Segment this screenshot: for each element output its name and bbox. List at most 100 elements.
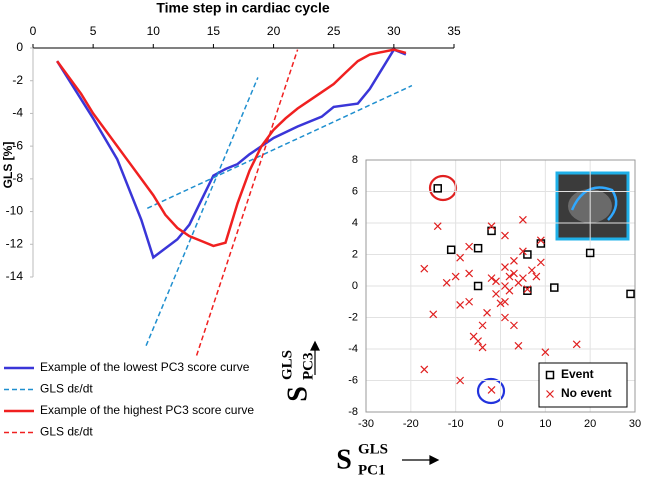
- highlight-circle: [476, 377, 506, 405]
- x-tick-label: 0: [497, 418, 503, 430]
- y-tick-label: -6: [12, 138, 23, 152]
- x-tick-label: -10: [448, 418, 464, 430]
- point: [505, 286, 514, 295]
- point: [518, 247, 527, 256]
- point: [473, 243, 483, 253]
- y-tick-label: -4: [12, 106, 23, 120]
- point: [456, 300, 465, 309]
- x-tick-label: -20: [403, 418, 419, 430]
- label-base: S: [282, 386, 313, 402]
- legend-box: [538, 362, 628, 408]
- x-tick-label: 20: [267, 24, 281, 38]
- point: [433, 222, 442, 231]
- y-tick-label: -8: [12, 171, 23, 185]
- y-tick-label: 8: [352, 154, 358, 166]
- point: [487, 226, 496, 236]
- point: [510, 256, 518, 265]
- y-axis-label: S GLS PC3: [279, 350, 316, 402]
- label-base: S: [336, 444, 352, 475]
- x-tick-label: 30: [629, 418, 641, 430]
- legend-label: No event: [561, 386, 612, 400]
- x-tick-label: 10: [147, 24, 161, 38]
- point: [505, 272, 514, 281]
- point: [420, 264, 429, 273]
- point: [465, 269, 474, 278]
- legend-swatch: [545, 370, 555, 380]
- line-series: [56, 48, 407, 260]
- point: [541, 348, 550, 357]
- point: [433, 184, 442, 193]
- point: [420, 365, 429, 374]
- y-tick-label: -12: [6, 236, 24, 250]
- point: [474, 337, 483, 346]
- y-tick-label: -8: [348, 406, 358, 418]
- label-sub: PC3: [300, 353, 316, 381]
- point: [536, 236, 545, 245]
- point: [456, 376, 465, 385]
- y-tick-label: 0: [16, 40, 23, 54]
- point: [492, 277, 500, 286]
- x-tick-label: -30: [358, 418, 374, 430]
- point: [514, 341, 523, 350]
- legend-swatch: [546, 390, 554, 398]
- y-tick-label: 2: [352, 248, 358, 260]
- point: [532, 272, 541, 281]
- point: [523, 285, 532, 294]
- y-tick-label: -2: [12, 73, 23, 87]
- x-tick-label: 25: [327, 24, 341, 38]
- x-tick-label: 35: [447, 24, 461, 38]
- point: [510, 269, 518, 278]
- point: [518, 274, 527, 283]
- point: [487, 222, 496, 231]
- y-tick-label: -6: [348, 374, 358, 386]
- point: [446, 245, 456, 255]
- point: [527, 266, 536, 275]
- point: [496, 299, 505, 308]
- point: [456, 253, 465, 262]
- plot-frame: [365, 159, 636, 413]
- x-tick-label: 30: [387, 24, 401, 38]
- point: [536, 258, 545, 267]
- line-series: [56, 48, 407, 248]
- point: [492, 289, 500, 298]
- point: [523, 286, 532, 295]
- point: [478, 321, 487, 330]
- point: [572, 340, 581, 349]
- legend-label: Example of the highest PC3 score curve: [40, 403, 254, 417]
- point: [478, 343, 487, 352]
- point: [501, 297, 509, 306]
- point: [465, 297, 474, 306]
- label-sub: PC1: [358, 462, 386, 478]
- point: [510, 321, 518, 330]
- x-tick-label: 20: [584, 418, 596, 430]
- line-series: [145, 77, 413, 346]
- point: [550, 283, 559, 292]
- point: [501, 263, 509, 272]
- legend-label: Example of the lowest PC3 score curve: [40, 360, 250, 374]
- point: [501, 313, 509, 322]
- x-tick-label: 10: [539, 418, 551, 430]
- point: [429, 310, 438, 319]
- y-axis-label: GLS [%]: [1, 142, 15, 189]
- legend-label: Event: [561, 367, 594, 381]
- point: [626, 289, 635, 299]
- y-tick-label: 4: [352, 217, 358, 229]
- x-tick-label: 0: [30, 24, 37, 38]
- x-tick-label: 15: [207, 24, 221, 38]
- line-series: [195, 49, 299, 356]
- x-tick-label: 5: [90, 24, 97, 38]
- x-axis-label: S GLS PC1: [336, 441, 388, 478]
- chart-title: Time step in cardiac cycle: [156, 0, 329, 16]
- label-sup: GLS: [358, 441, 388, 457]
- legend-label: GLS dε/dt: [40, 382, 93, 396]
- y-tick-label: -2: [348, 311, 358, 323]
- y-tick-label: -10: [6, 204, 24, 218]
- inset-image: [555, 171, 630, 241]
- legend-label: GLS dε/dt: [40, 425, 93, 439]
- label-sup: GLS: [279, 350, 295, 380]
- point: [518, 215, 527, 224]
- point: [451, 272, 460, 281]
- point: [487, 274, 496, 283]
- point: [473, 281, 483, 291]
